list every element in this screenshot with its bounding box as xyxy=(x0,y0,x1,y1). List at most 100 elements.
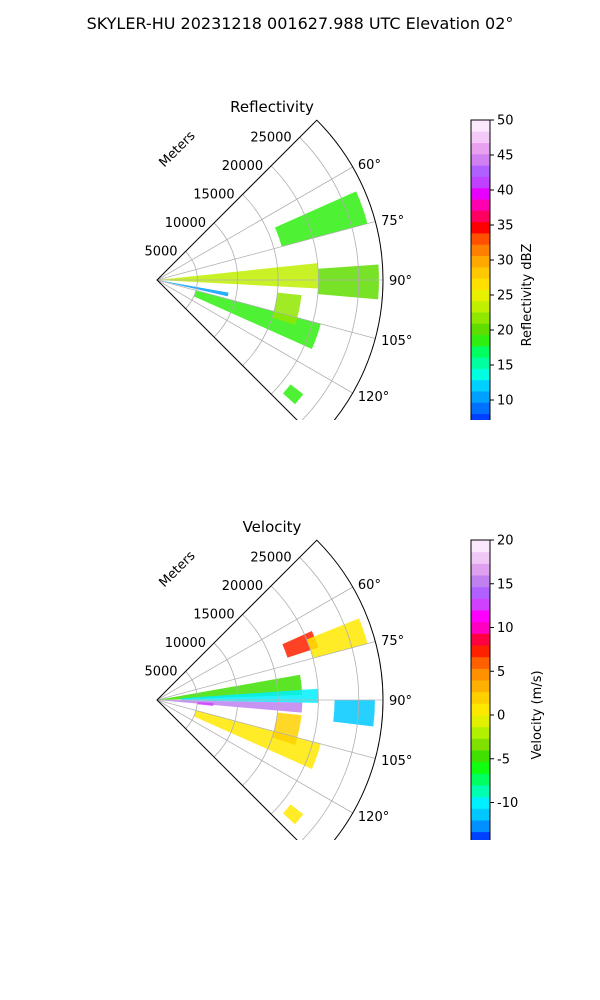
reflectivity-colorbar-segment xyxy=(471,142,490,155)
velocity-echo-region xyxy=(282,631,319,658)
velocity-echo-region xyxy=(282,804,304,825)
velocity-colorbar-segment xyxy=(471,610,490,623)
reflectivity-colorbar-segment xyxy=(471,120,490,132)
velocity-colorbar-segment xyxy=(471,796,490,809)
reflectivity-colorbar-segment xyxy=(471,379,490,392)
velocity-azimuth-tick-label: 120° xyxy=(358,810,389,825)
velocity-grid xyxy=(156,557,383,840)
velocity-echo-region xyxy=(157,700,303,713)
velocity-colorbar-segment xyxy=(471,691,490,704)
reflectivity-colorbar-tick-label: 10 xyxy=(497,394,514,409)
reflectivity-colorbar-label: Reflectivity dBZ xyxy=(520,244,535,347)
velocity-frame xyxy=(156,539,384,840)
reflectivity-colorbar-segment xyxy=(471,187,490,200)
velocity-colorbar-segment xyxy=(471,726,490,739)
velocity-azimuth-ticks: 60°75°90°105°120°135° xyxy=(358,578,413,825)
velocity-range-ticks: 5000 10000 15000 20000 25000 xyxy=(144,550,291,679)
velocity-colorbar-label: Velocity (m/s) xyxy=(530,670,545,759)
reflectivity-colorbar-tick-label: 40 xyxy=(497,184,514,199)
velocity-panel: Velocity Meters 5000 10000 15000 20000 25000… xyxy=(144,518,545,840)
reflectivity-echo-region xyxy=(193,290,321,349)
velocity-colorbar-tick-label: -5 xyxy=(497,752,510,767)
velocity-colorbar-segment xyxy=(471,773,490,786)
reflectivity-colorbar-segment xyxy=(471,199,490,211)
reflectivity-range-ticks: 5000 10000 15000 20000 25000 xyxy=(144,130,291,259)
velocity-colorbar-segment xyxy=(471,645,490,658)
velocity-colorbar-segment xyxy=(471,820,490,833)
velocity-range-label: Meters xyxy=(157,548,199,590)
reflectivity-colorbar-segment xyxy=(471,165,490,177)
velocity-colorbar-segment xyxy=(471,785,490,798)
reflectivity-colorbar-tick-label: 30 xyxy=(497,254,514,269)
velocity-radial-line xyxy=(156,699,376,759)
velocity-azimuth-tick-label: 105° xyxy=(381,754,412,769)
reflectivity-colorbar-segment xyxy=(471,289,490,302)
reflectivity-colorbar-segment xyxy=(471,266,490,279)
reflectivity-panel: Reflectivity Meters 5000 10000 15000 20000 2… xyxy=(144,98,535,420)
velocity-colorbar-segment xyxy=(471,575,490,588)
velocity-colorbar-segment xyxy=(471,621,490,634)
reflectivity-colorbar-tick-label: 35 xyxy=(497,219,514,234)
velocity-range-tick-label: 15000 xyxy=(193,607,234,622)
velocity-azimuth-tick-label: 75° xyxy=(381,634,404,649)
velocity-colorbar-segment xyxy=(471,563,490,576)
reflectivity-range-tick-label: 15000 xyxy=(193,187,234,202)
reflectivity-colorbar-segment xyxy=(471,278,490,290)
reflectivity-colorbar-segment xyxy=(471,244,490,256)
reflectivity-echo-region xyxy=(157,280,229,297)
reflectivity-colorbar-segment xyxy=(471,413,490,420)
velocity-radial-line xyxy=(156,699,353,814)
velocity-echo-region xyxy=(181,688,319,703)
reflectivity-colorbar: 05101520253035404550 xyxy=(470,114,514,420)
reflectivity-colorbar-segment xyxy=(471,221,490,234)
reflectivity-colorbar-segment xyxy=(471,402,490,415)
reflectivity-colorbar-segment xyxy=(471,311,490,324)
velocity-echo-region xyxy=(193,710,321,769)
velocity-range-tick-label: 5000 xyxy=(144,664,177,679)
velocity-range-tick-label: 10000 xyxy=(165,636,206,651)
reflectivity-sector-frame xyxy=(156,119,384,420)
reflectivity-colorbar-segment xyxy=(471,255,490,268)
reflectivity-colorbar-tick-label: 15 xyxy=(497,359,514,374)
velocity-colorbar-segment xyxy=(471,750,490,763)
reflectivity-colorbar-segment xyxy=(471,153,490,166)
reflectivity-colorbar-segment xyxy=(471,176,490,189)
reflectivity-range-tick-label: 5000 xyxy=(144,244,177,259)
reflectivity-colorbar-tick-label: 20 xyxy=(497,324,514,339)
velocity-colorbar-tick-label: 20 xyxy=(497,534,514,549)
reflectivity-colorbar-segment xyxy=(471,300,490,313)
velocity-colorbar-segment xyxy=(471,540,490,553)
velocity-azimuth-tick-label: 60° xyxy=(358,578,381,593)
velocity-echo-region xyxy=(333,700,375,727)
reflectivity-radial-line xyxy=(156,166,353,281)
reflectivity-colorbar-segment xyxy=(471,210,490,223)
velocity-colorbar-tick-label: 0 xyxy=(497,709,505,724)
velocity-colorbar-segment xyxy=(471,738,490,751)
reflectivity-azimuth-tick-label: 120° xyxy=(358,390,389,405)
reflectivity-azimuth-tick-label: 75° xyxy=(381,214,404,229)
reflectivity-echo-region xyxy=(282,384,304,405)
reflectivity-colorbar-segment xyxy=(471,357,490,369)
reflectivity-radial-line xyxy=(156,279,353,394)
velocity-radial-line xyxy=(156,641,376,701)
velocity-colorbar-tick-label: -10 xyxy=(497,796,518,811)
velocity-colorbar-segment xyxy=(471,808,490,821)
velocity-echo-region xyxy=(306,618,368,659)
velocity-radial-line xyxy=(156,586,353,701)
reflectivity-radial-line xyxy=(156,221,376,281)
reflectivity-title: Reflectivity xyxy=(230,98,314,116)
velocity-colorbar-segment xyxy=(471,761,490,774)
velocity-colorbar-tick-label: 15 xyxy=(497,577,514,592)
velocity-colorbar-segment xyxy=(471,831,490,840)
reflectivity-azimuth-tick-label: 60° xyxy=(358,158,381,173)
reflectivity-azimuth-tick-label: 105° xyxy=(381,334,412,349)
velocity-colorbar-segment xyxy=(471,551,490,564)
velocity-title: Velocity xyxy=(243,518,302,536)
velocity-colorbar-segment xyxy=(471,598,490,611)
velocity-colorbar-segment xyxy=(471,586,490,599)
reflectivity-colorbar-segment xyxy=(471,232,490,245)
velocity-colorbar-tick-label: 10 xyxy=(497,621,514,636)
velocity-colorbar-segment xyxy=(471,703,490,716)
reflectivity-range-tick-label: 20000 xyxy=(222,159,263,174)
velocity-colorbar-segment xyxy=(471,680,490,693)
